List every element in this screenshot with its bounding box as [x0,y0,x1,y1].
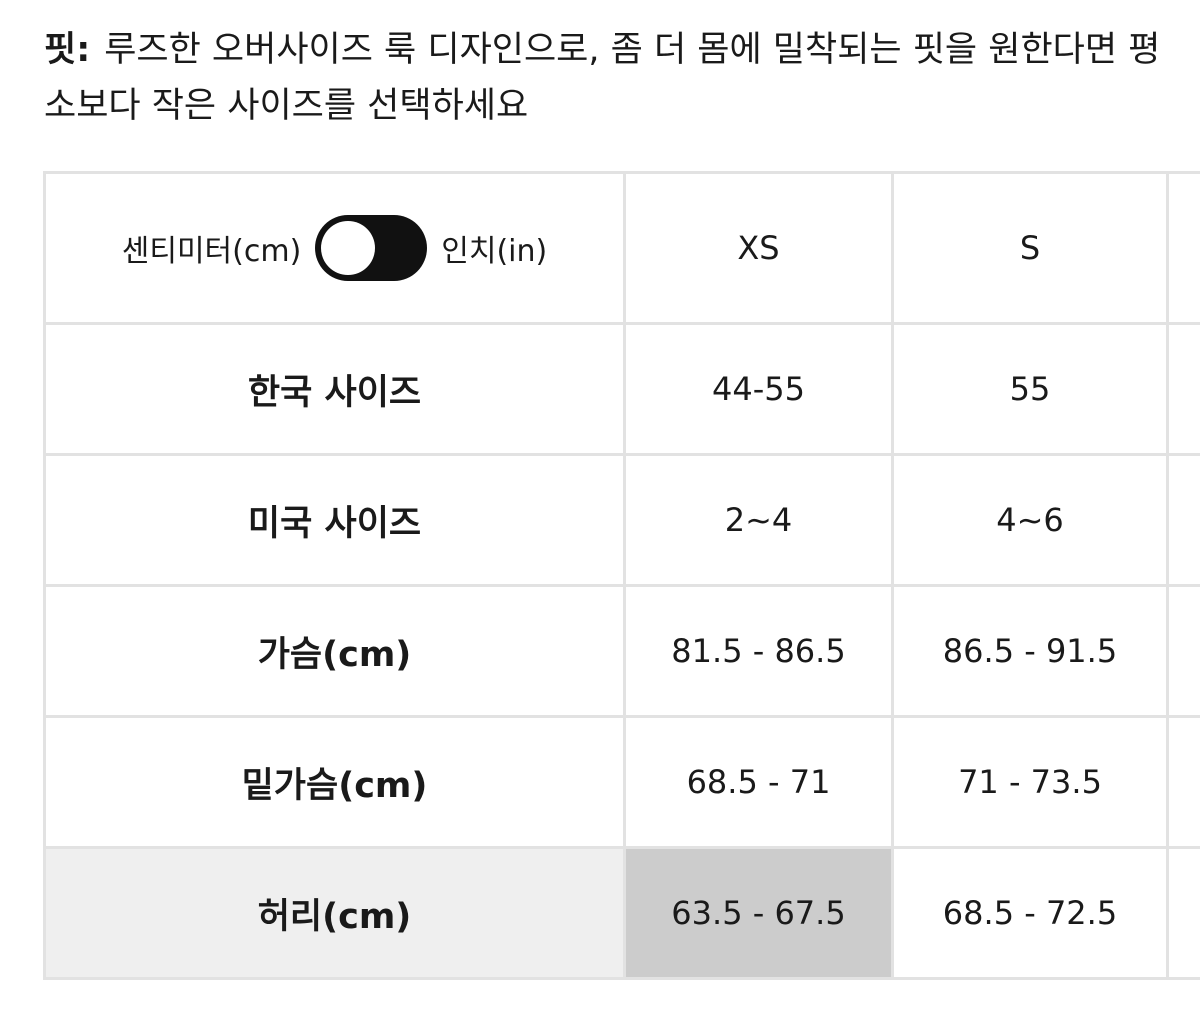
header-row: 센티미터(cm) 인치(in) XS S [43,171,1200,325]
size-row: 한국 사이즈 44-55 55 [43,322,1200,456]
size-header: S [891,171,1169,325]
empty-cell [1166,453,1200,587]
empty-cell [1166,584,1200,718]
unit-right[interactable]: 인치(in) [441,234,548,269]
fit-label: 핏: [44,30,91,70]
unit-left[interactable]: 센티미터(cm) [121,234,302,269]
empty-cell [1166,322,1200,456]
row-label: 밑가슴(cm) [43,715,626,849]
row-label: 가슴(cm) [43,584,626,718]
toggle-switch[interactable] [315,215,428,281]
fit-text: 루즈한 오버사이즈 룩 디자인으로, 좀 더 몸에 밀착되는 핏을 원한다면 평… [44,30,1161,126]
size-value: 63.5 - 67.5 [623,846,894,980]
size-header: XS [623,171,894,325]
size-row: 가슴(cm) 81.5 - 86.5 86.5 - 91.5 [43,584,1200,718]
unit-cell: 센티미터(cm) 인치(in) [43,171,626,325]
fit-note: 핏: 루즈한 오버사이즈 룩 디자인으로, 좀 더 몸에 밀착되는 핏을 원한다면… [44,22,1164,134]
size-value: 68.5 - 71 [623,715,894,849]
unit-toggle: 센티미터(cm) 인치(in) [121,215,548,281]
size-value: 86.5 - 91.5 [891,584,1169,718]
size-value: 55 [891,322,1169,456]
size-row: 미국 사이즈 2~4 4~6 [43,453,1200,587]
row-label: 허리(cm) [43,846,626,980]
size-row: 허리(cm) 63.5 - 67.5 68.5 - 72.5 [43,846,1200,980]
size-value: 81.5 - 86.5 [623,584,894,718]
size-value: 4~6 [891,453,1169,587]
row-label: 미국 사이즈 [43,453,626,587]
size-value: 71 - 73.5 [891,715,1169,849]
size-value: 44-55 [623,322,894,456]
size-value: 2~4 [623,453,894,587]
row-label: 한국 사이즈 [43,322,626,456]
size-value: 68.5 - 72.5 [891,846,1169,980]
size-table: 센티미터(cm) 인치(in) XS S 한국 사이즈 44-55 55 미국 사이즈 2~4 4… [43,171,1200,980]
empty-cell [1166,715,1200,849]
empty-cell [1166,171,1200,325]
size-row: 밑가슴(cm) 68.5 - 71 71 - 73.5 [43,715,1200,849]
empty-cell [1166,846,1200,980]
